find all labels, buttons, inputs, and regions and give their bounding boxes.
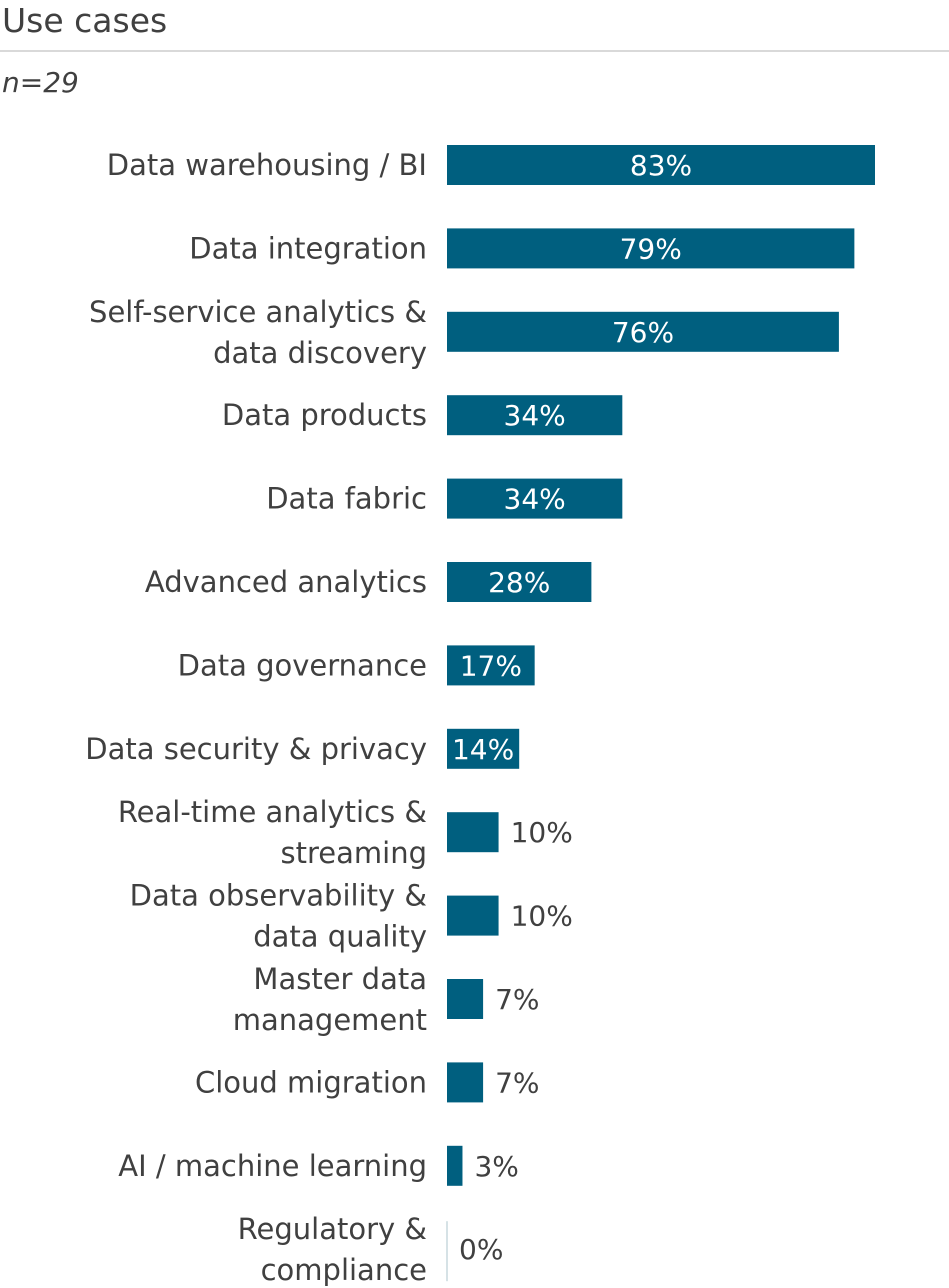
sample-size: n=29 [2, 66, 79, 99]
bar [447, 395, 623, 436]
bar [447, 478, 623, 519]
bar [447, 145, 875, 185]
category-label: Master data management [233, 962, 427, 1037]
bar [447, 812, 499, 853]
bar [447, 311, 839, 352]
value-label: 7% [495, 1066, 539, 1099]
title-divider [0, 50, 949, 52]
bar [447, 728, 520, 769]
category-label: Data security & privacy [85, 732, 427, 766]
value-label: 79% [620, 232, 682, 265]
category-label: Regulatory & compliance [238, 1212, 427, 1287]
value-label: 10% [511, 900, 573, 933]
value-label: 17% [460, 649, 522, 682]
bar [447, 979, 484, 1019]
category-label: Data products [222, 398, 427, 432]
category-label: Data warehousing / BI [107, 148, 427, 182]
value-label: 28% [488, 566, 550, 599]
value-label: 14% [452, 733, 514, 766]
category-label: Data observability & data quality [130, 879, 427, 954]
category-label: AI / machine learning [118, 1149, 427, 1183]
category-label: Data fabric [266, 482, 427, 516]
category-label: Real-time analytics & streaming [118, 795, 427, 870]
value-label: 34% [504, 399, 566, 432]
value-label: 10% [511, 816, 573, 849]
value-label: 83% [630, 149, 692, 182]
value-label: 3% [474, 1150, 518, 1183]
bar [447, 1145, 463, 1186]
bar [447, 1062, 484, 1103]
chart-title: Use cases [2, 1, 168, 40]
category-label: Data governance [178, 648, 427, 682]
category-label: Data integration [189, 231, 427, 265]
bar [447, 228, 855, 269]
value-label: 0% [459, 1233, 503, 1266]
value-label: 76% [612, 316, 674, 349]
bar [447, 645, 535, 686]
value-label: 34% [504, 483, 566, 516]
category-label: Self-service analytics & data discovery [89, 295, 427, 370]
category-label: Advanced analytics [145, 565, 427, 599]
bar [447, 562, 592, 602]
bar [447, 895, 499, 936]
value-label: 7% [495, 983, 539, 1016]
category-label: Cloud migration [195, 1065, 427, 1099]
